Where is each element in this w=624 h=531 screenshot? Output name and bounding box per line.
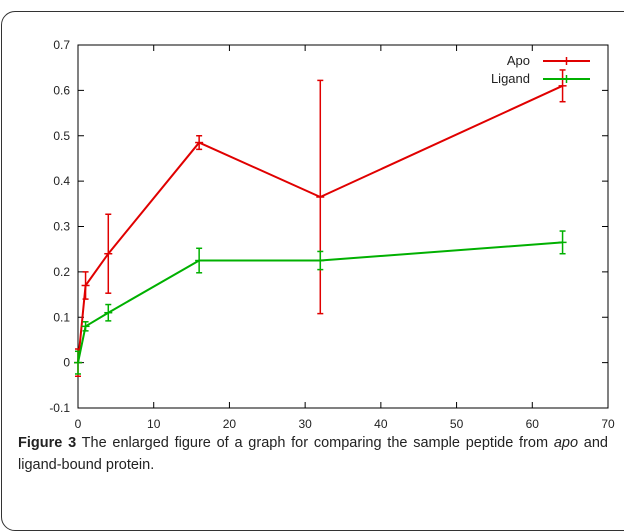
ligand-error-bar xyxy=(74,350,82,375)
ligand-series-line xyxy=(77,241,563,363)
legend-label-apo: Apo xyxy=(507,53,530,68)
y-tick-label: 0.3 xyxy=(53,220,70,234)
x-tick-label: 30 xyxy=(298,417,312,431)
ligand-error-bar xyxy=(104,303,113,322)
caption-text-before: The enlarged figure of a graph for compa… xyxy=(76,435,554,451)
x-tick-label: 40 xyxy=(374,417,388,431)
y-tick-label: 0.2 xyxy=(53,265,70,279)
y-tick-label: 0.1 xyxy=(53,310,70,324)
ligand-error-bar xyxy=(558,230,567,255)
ligand-error-bar xyxy=(195,247,204,274)
x-tick-label: 0 xyxy=(75,417,82,431)
caption-text-after: and ligand-bound protein. xyxy=(18,435,608,473)
x-tick-label: 70 xyxy=(601,417,615,431)
apo-series-line xyxy=(77,84,563,363)
series-group xyxy=(74,69,567,377)
ligand-error-bar xyxy=(316,250,325,271)
y-tick-label: 0.6 xyxy=(53,83,70,97)
apo-error-bar xyxy=(558,69,567,103)
y-axis: -0.1 0 0.1 0.2 0.3 0.4 0.5 0.6 0.7 xyxy=(49,38,608,415)
x-tick-label: 20 xyxy=(223,417,237,431)
legend-label-ligand: Ligand xyxy=(491,71,530,86)
x-tick-label: 10 xyxy=(147,417,161,431)
caption-italic: apo xyxy=(553,435,579,451)
apo-error-bar xyxy=(104,213,113,294)
legend: Apo Ligand xyxy=(491,53,590,86)
y-tick-label: -0.1 xyxy=(49,401,70,415)
x-tick-label: 50 xyxy=(450,417,464,431)
apo-error-bar xyxy=(81,271,90,300)
apo-error-bar xyxy=(195,135,204,151)
apo-error-bar xyxy=(316,79,325,315)
y-tick-label: 0 xyxy=(63,356,70,370)
caption-label: Figure 3 xyxy=(18,435,77,451)
y-tick-label: 0.5 xyxy=(53,129,70,143)
y-tick-label: 0.7 xyxy=(53,38,70,52)
y-tick-label: 0.4 xyxy=(53,174,70,188)
figure-caption: Figure 3 The enlarged figure of a graph … xyxy=(18,432,608,476)
line-chart: -0.1 0 0.1 0.2 0.3 0.4 0.5 0.6 0.7 0 10 20 30 40 50 60… xyxy=(49,38,615,431)
plot-area-border xyxy=(77,44,609,409)
x-tick-label: 60 xyxy=(526,417,540,431)
x-axis: 0 10 20 30 40 50 60 70 xyxy=(75,45,615,431)
ligand-error-bar xyxy=(81,321,90,332)
